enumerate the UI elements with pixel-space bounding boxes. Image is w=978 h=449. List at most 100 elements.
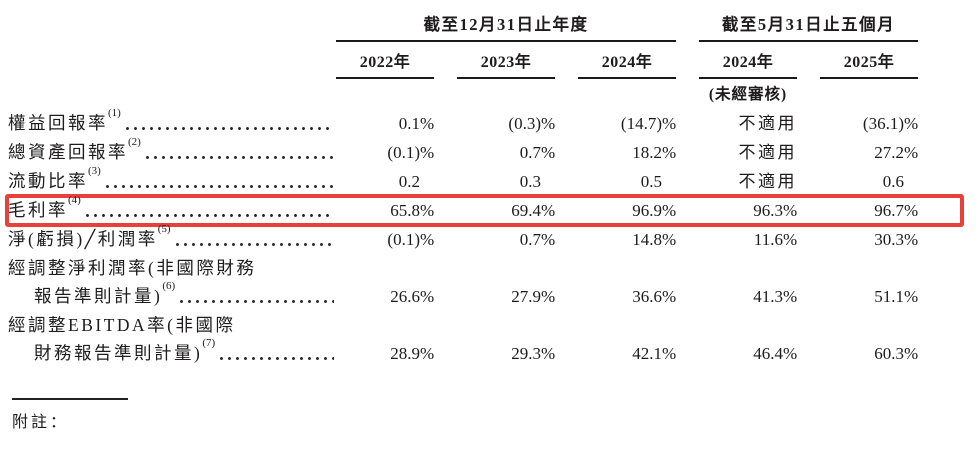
value-number: 0.6	[882, 172, 904, 191]
value-cell: 不適用	[699, 172, 820, 191]
table-row: 總資產回報率(2) (0.1)% 0.7% 18.2% 不適用 27.2%	[8, 137, 978, 167]
percent-sign: %	[904, 201, 919, 220]
value-cell: 28.9%	[336, 344, 457, 363]
row-label: 經調整EBITDA率(非國際	[8, 315, 236, 335]
value-cell: 0.2	[336, 172, 457, 191]
row-label-cell: 權益回報率(1)	[8, 108, 336, 133]
header-group-row: 截至12月31日止年度 截至5月31日止五個月	[8, 14, 978, 42]
percent-sign: %	[541, 143, 556, 162]
value-cell: 41.3%	[699, 287, 820, 306]
percent-sign: %	[420, 114, 435, 133]
year-label: 2025年	[820, 47, 918, 79]
dot-leaders	[180, 298, 334, 304]
footnote-ref: (4)	[68, 194, 81, 207]
value-cell: 不適用	[699, 143, 820, 162]
spacer-cell	[8, 14, 336, 42]
percent-sign: %	[541, 201, 556, 220]
value-number: 51.1	[874, 287, 904, 306]
value-cell: (0.1)%	[336, 230, 457, 249]
value-cell: 0.6	[820, 172, 941, 191]
value-cell: 96.7%	[820, 201, 941, 220]
notes-label: 附註：	[12, 414, 70, 431]
percent-sign: %	[783, 230, 798, 249]
table-row: 流動比率(3) 0.2 0.3 0.5 不適用 0.6	[8, 166, 978, 196]
row-label-line: 經調整EBITDA率(非國際	[8, 316, 336, 335]
year-column-header: 2024年	[578, 47, 699, 79]
year-column-header: 2024年	[699, 47, 820, 79]
row-label: 報告準則計量)(6)	[34, 280, 176, 306]
value-cell: 30.3%	[820, 230, 941, 249]
value-cell: 69.4%	[457, 201, 578, 220]
footnote-ref: (2)	[128, 136, 141, 149]
value-cell: 36.6%	[578, 287, 699, 306]
value-cell: 27.2%	[820, 143, 941, 162]
value-number: 41.3	[753, 287, 783, 306]
value-number: 0.3	[519, 172, 541, 191]
year-column-header: 2025年	[820, 47, 941, 79]
value-number: 26.6	[390, 287, 420, 306]
value-cell: 0.7%	[457, 143, 578, 162]
subnote-cell	[578, 79, 699, 105]
not-applicable-value: 不適用	[738, 114, 797, 133]
value-cell: (0.3)%	[457, 114, 578, 133]
row-label-cell: 總資產回報率(2)	[8, 137, 336, 162]
value-number: 96.9	[632, 201, 662, 220]
value-number: 0.2	[398, 172, 420, 191]
row-label-cell: 淨(虧損)╱利潤率(5)	[8, 223, 336, 249]
percent-sign: %	[541, 114, 556, 133]
year-column-header: 2023年	[457, 47, 578, 79]
row-label-line: 權益回報率(1)	[8, 108, 336, 133]
percent-sign: %	[662, 287, 677, 306]
value-cell: 96.9%	[578, 201, 699, 220]
year-column-header: 2022年	[336, 47, 457, 79]
row-label-cell: 經調整淨利潤率(非國際財務 報告準則計量)(6)	[8, 259, 336, 306]
row-label-line: 毛利率(4)	[8, 195, 336, 220]
value-cell: 14.8%	[578, 230, 699, 249]
row-label: 經調整淨利潤率(非國際財務	[8, 258, 257, 278]
row-label-line: 總資產回報率(2)	[8, 137, 336, 162]
percent-sign: %	[541, 287, 556, 306]
row-label-line: 淨(虧損)╱利潤率(5)	[8, 223, 336, 249]
footnote-ref: (6)	[162, 280, 176, 293]
row-label-line: 流動比率(3)	[8, 166, 336, 191]
value-number: 27.9	[511, 287, 541, 306]
value-cell: 0.5	[578, 172, 699, 191]
column-group-title: 截至5月31日止五個月	[699, 14, 918, 42]
value-number: (0.1)	[387, 143, 420, 162]
percent-sign: %	[904, 114, 919, 133]
spacer-cell	[8, 79, 336, 105]
value-number: 46.4	[753, 344, 783, 363]
table-row: 經調整EBITDA率(非國際 財務報告準則計量)(7) 28.9% 29.3% 42.1…	[8, 311, 978, 368]
value-number: 28.9	[390, 344, 420, 363]
percent-sign: %	[662, 344, 677, 363]
percent-sign: %	[420, 201, 435, 220]
value-cell: 60.3%	[820, 344, 941, 363]
value-cell: (14.7)%	[578, 114, 699, 133]
row-label: 淨(虧損)╱利潤率(5)	[8, 223, 171, 249]
unaudited-note: (未經審核)	[708, 86, 788, 103]
dot-leaders	[220, 355, 334, 361]
notes-divider	[12, 398, 128, 400]
percent-sign: %	[420, 287, 435, 306]
percent-sign: %	[662, 114, 677, 133]
not-applicable-value: 不適用	[738, 143, 797, 162]
dot-leaders	[105, 183, 334, 189]
footnote-ref: (5)	[157, 223, 171, 236]
value-number: 0.5	[640, 172, 662, 191]
value-number: 96.7	[874, 201, 904, 220]
percent-sign: %	[783, 201, 798, 220]
year-label: 2024年	[578, 47, 676, 79]
percent-sign: %	[783, 344, 798, 363]
dot-leaders	[145, 154, 334, 160]
percent-sign: %	[662, 201, 677, 220]
value-number: 0.1	[398, 114, 420, 133]
subnote-cell	[336, 79, 457, 105]
subnote-cell	[820, 79, 941, 105]
value-number: 27.2	[874, 143, 904, 162]
footnote-ref: (3)	[88, 165, 101, 178]
table-row: 淨(虧損)╱利潤率(5) (0.1)% 0.7% 14.8% 11.6% 30.3%	[8, 223, 978, 254]
not-applicable-value: 不適用	[738, 172, 797, 191]
value-cell: 29.3%	[457, 344, 578, 363]
value-cell: (0.1)%	[336, 143, 457, 162]
spacer-cell	[8, 47, 336, 79]
